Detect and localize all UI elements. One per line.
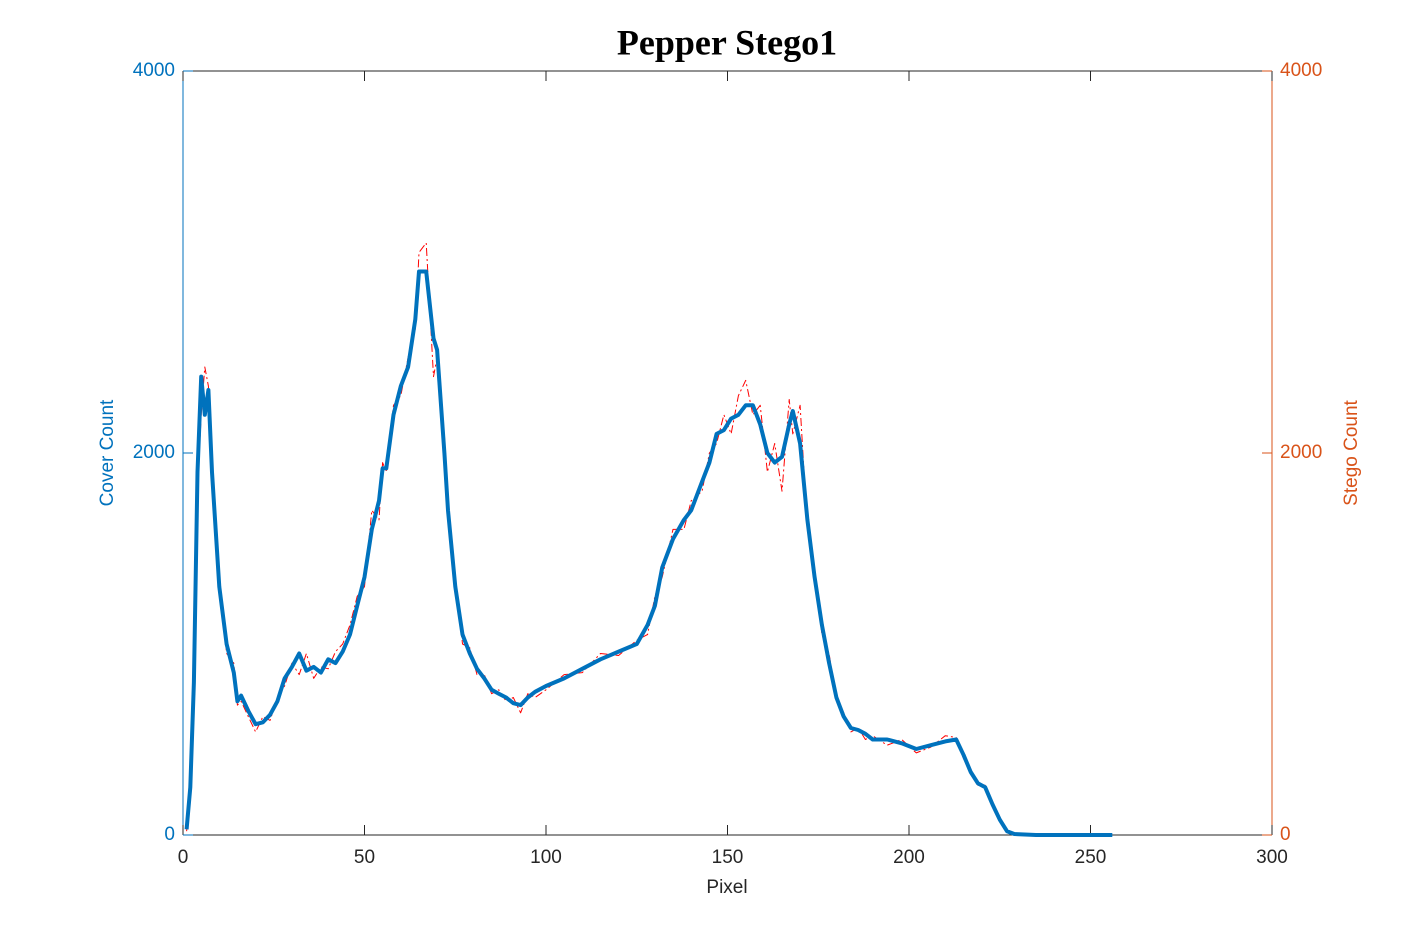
y2-tick-label: 2000 [1280,442,1322,463]
y-tick-label: 2000 [133,442,175,463]
y2-axis-label: Stego Count [1341,399,1362,505]
x-tick-label: 0 [178,847,189,868]
y2-tick-label: 0 [1280,824,1291,845]
x-tick-label: 200 [893,847,925,868]
x-tick-label: 100 [530,847,562,868]
chart-title: Pepper Stego1 [617,22,837,62]
y2-tick-label: 4000 [1280,60,1322,81]
y-axis-label: Cover Count [97,399,118,506]
y-tick-label: 4000 [133,60,175,81]
x-tick-label: 50 [354,847,375,868]
x-tick-label: 250 [1075,847,1107,868]
y-tick-label: 0 [164,824,175,845]
x-axis-label: Pixel [706,877,747,898]
x-tick-label: 300 [1256,847,1288,868]
stego-line [186,242,1113,836]
cover-line [184,269,1113,837]
x-tick-label: 150 [712,847,744,868]
